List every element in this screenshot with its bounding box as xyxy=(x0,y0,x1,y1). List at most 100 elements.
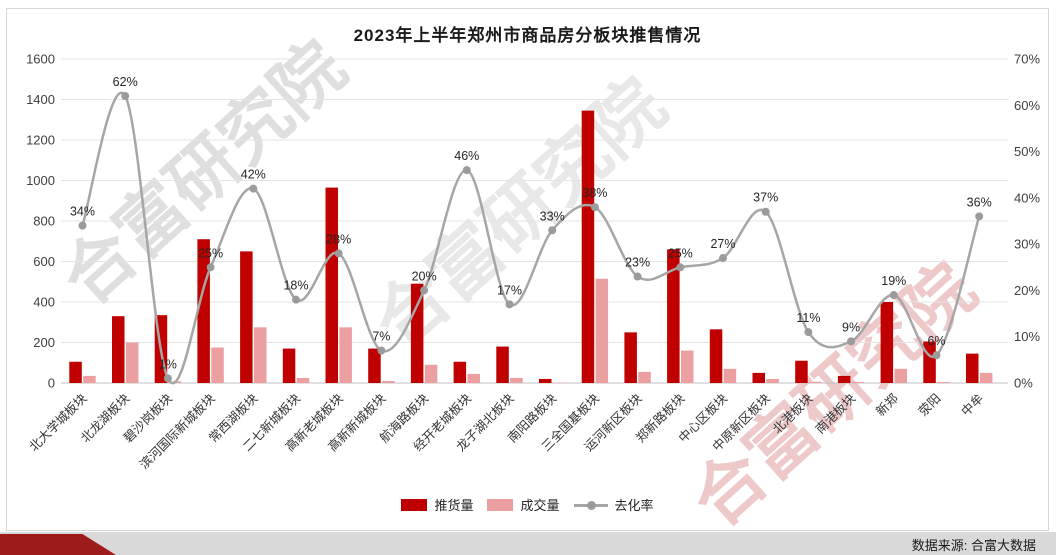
x-axis-category-label: 滨河国际新城板块 xyxy=(136,390,218,472)
y-axis-tick-left: 1000 xyxy=(26,173,55,188)
bar-supply xyxy=(667,249,680,383)
rate-data-label: 34% xyxy=(70,205,95,219)
x-axis-category-label: 北港板块 xyxy=(770,391,816,437)
rate-line-marker xyxy=(121,92,130,101)
bar-deals xyxy=(979,372,993,383)
y-axis-tick-right: 10% xyxy=(1014,329,1040,344)
bar-supply xyxy=(752,372,765,383)
legend-item-rate: 去化率 xyxy=(573,495,654,514)
x-axis-category-label: 荥阳 xyxy=(916,391,944,419)
rate-data-label: 7% xyxy=(372,330,390,344)
rate-data-label: 38% xyxy=(582,186,607,200)
bar-deals xyxy=(723,368,737,383)
x-axis-category-label: 中牟 xyxy=(958,391,986,419)
rate-data-label: 9% xyxy=(842,320,860,334)
y-axis-tick-right: 30% xyxy=(1014,237,1040,252)
bar-deals xyxy=(766,378,779,383)
rate-line-marker xyxy=(975,212,984,221)
bar-deals xyxy=(681,350,694,383)
rate-line-marker xyxy=(719,254,727,263)
rate-line-marker xyxy=(804,328,813,337)
bar-deals xyxy=(937,381,950,383)
bar-supply xyxy=(325,187,338,383)
bar-supply xyxy=(69,361,82,383)
combo-chart: 0 200 400 600 800 1000 1200 1400 1600 0% 10% 20% 30%… xyxy=(26,52,1040,472)
bar-deals xyxy=(638,371,651,383)
y-axis-tick-left: 0 xyxy=(48,376,55,391)
red-flag-decoration xyxy=(0,534,116,555)
bar-supply xyxy=(410,283,424,383)
rate-line-marker xyxy=(932,351,941,360)
y-axis-tick-left: 1200 xyxy=(26,133,55,148)
rate-data-label: 46% xyxy=(454,149,479,163)
bar-deals xyxy=(254,327,267,383)
rate-data-label: 11% xyxy=(796,311,820,325)
rate-data-label: 19% xyxy=(881,274,906,288)
chart-title: 2023年上半年郑州市商品房分板块推售情况 xyxy=(353,26,702,45)
rate-line-icon xyxy=(573,499,608,511)
bar-supply xyxy=(240,251,253,383)
rate-data-label: 62% xyxy=(113,75,138,89)
rate-data-label: 37% xyxy=(753,191,778,205)
rate-data-label: 28% xyxy=(326,232,351,246)
rate-line-marker xyxy=(249,184,258,193)
rate-line-series xyxy=(81,91,981,385)
y-axis-tick-right: 50% xyxy=(1014,144,1040,159)
bar-supply xyxy=(112,316,125,383)
bar-deals xyxy=(83,375,96,383)
chart-panel: 合富研究院 合富研究院 合富研究院 0 200 400 600 800 1000 1200 1… xyxy=(6,8,1049,531)
bar-deals xyxy=(510,377,523,383)
chart-legend: 推货量 成交量 去化率 xyxy=(7,495,1048,514)
bar-deals xyxy=(382,380,395,383)
legend-label-rate: 去化率 xyxy=(614,498,654,513)
y-axis-tick-right: 60% xyxy=(1014,98,1040,113)
bar-deals xyxy=(552,382,566,384)
bar-supply xyxy=(966,353,979,383)
y-axis-tick-left: 400 xyxy=(33,295,55,310)
rate-data-label: 17% xyxy=(497,283,522,297)
rate-line-marker xyxy=(78,221,87,230)
bar-deals xyxy=(851,381,865,383)
y-axis-tick-left: 800 xyxy=(33,214,55,229)
y-axis-tick-right: 20% xyxy=(1014,283,1040,298)
bar-deals xyxy=(211,347,224,383)
bar-deals xyxy=(595,278,609,383)
rate-line-marker xyxy=(420,286,429,295)
y-axis-tick-left: 1600 xyxy=(26,52,55,67)
data-source-label: 数据来源: 合富大数据 xyxy=(911,538,1036,553)
y-axis-tick-right: 40% xyxy=(1014,190,1040,205)
rate-data-label: 42% xyxy=(241,168,266,182)
rate-data-label: 20% xyxy=(412,269,437,283)
y-axis-tick-left: 1400 xyxy=(26,92,55,107)
footer-strip: 数据来源: 合富大数据 xyxy=(0,532,1056,555)
bar-supply xyxy=(368,348,381,383)
bar-deals xyxy=(894,368,907,383)
bar-supply xyxy=(539,378,552,383)
rate-line-marker xyxy=(847,337,856,346)
rate-line-marker xyxy=(590,203,599,212)
legend-label-deals: 成交量 xyxy=(520,498,560,513)
rate-data-label: 25% xyxy=(668,246,693,260)
bar-deals xyxy=(467,373,480,383)
bar-deals xyxy=(424,364,438,383)
rate-line-marker xyxy=(505,300,514,309)
rate-line-marker xyxy=(334,249,343,258)
rate-line-marker xyxy=(292,295,300,304)
bar-supply xyxy=(453,361,467,383)
rate-line-marker xyxy=(889,291,898,300)
y-axis-tick-right: 0% xyxy=(1014,376,1033,391)
bar-supply xyxy=(496,346,509,383)
rate-data-label: 6% xyxy=(927,334,945,348)
rate-line-marker xyxy=(462,166,471,175)
deals-swatch-icon xyxy=(487,498,514,511)
bar-supply xyxy=(624,332,637,383)
x-axis-category-label: 北大学城板块 xyxy=(26,390,90,454)
bar-supply xyxy=(795,360,808,383)
bar-deals xyxy=(125,342,139,383)
rate-line-marker xyxy=(676,263,685,272)
rate-line-marker xyxy=(761,207,770,216)
y-axis-tick-left: 200 xyxy=(33,335,55,350)
bar-supply xyxy=(709,329,723,383)
x-axis-category-label: 南港板块 xyxy=(812,390,858,436)
